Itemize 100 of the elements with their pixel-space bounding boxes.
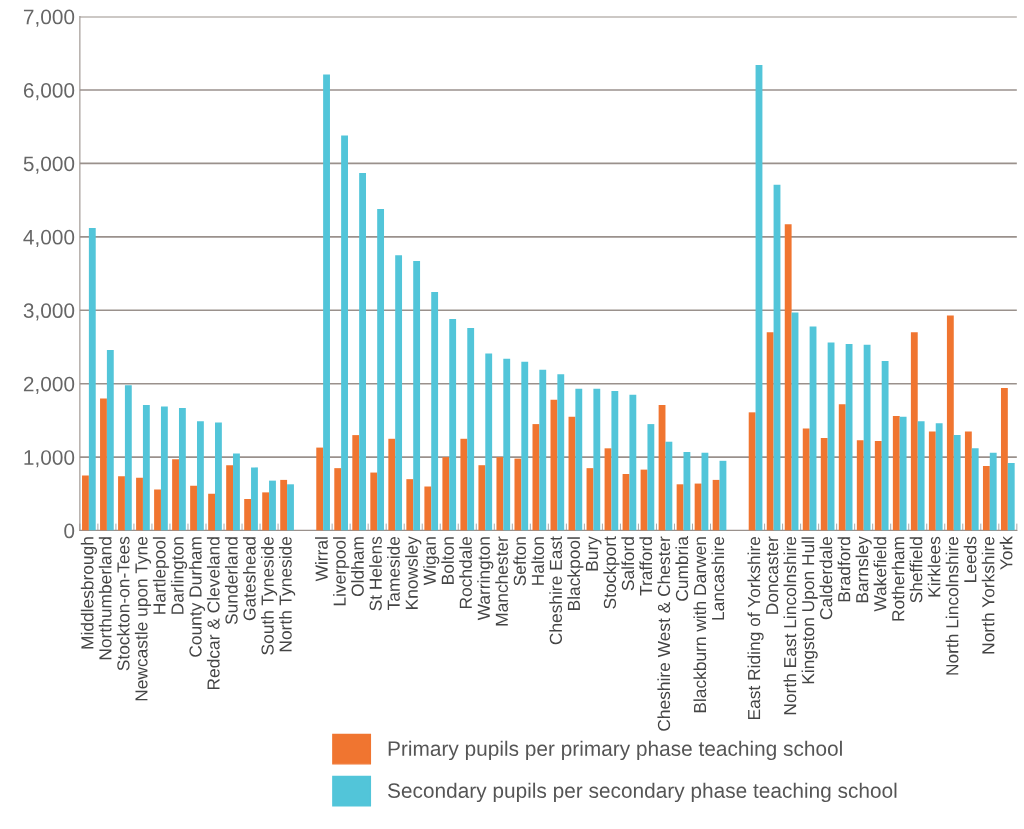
x-tick-label: North East Lincolnshire: [783, 536, 797, 715]
x-tick-label: Knowsley: [405, 536, 422, 609]
y-tick-label: 6,000: [23, 83, 75, 101]
x-tick-label: Doncaster: [766, 536, 779, 614]
bar: [820, 438, 828, 531]
bar: [215, 422, 222, 531]
x-tick-label: North Tyneside: [278, 536, 296, 652]
x-tick-label: York: [999, 536, 1013, 570]
bar: [323, 74, 330, 531]
x-tick-label: Wirral: [315, 537, 328, 582]
bar: [136, 477, 143, 531]
x-tick-label: Hartlepool: [152, 537, 170, 614]
bar: [539, 369, 547, 531]
bar: [334, 468, 342, 531]
bar: [142, 405, 150, 531]
bar: [178, 407, 186, 531]
x-tick-label: Kingston Upon Hull: [801, 537, 818, 684]
bar: [280, 479, 288, 531]
bar: [190, 485, 197, 531]
bar: [766, 332, 774, 531]
bar: [784, 224, 792, 531]
x-tick-label: Gateshead: [242, 537, 256, 621]
bar: [557, 374, 565, 531]
x-tick-label: Newcastle upon Tyne: [134, 536, 152, 701]
x-tick-label: Salford: [621, 537, 635, 591]
x-tick-label: Bolton: [441, 537, 454, 584]
bar: [748, 412, 756, 531]
y-tick-label: 7,000: [23, 9, 75, 27]
bar: [244, 498, 252, 531]
bar: [431, 291, 439, 531]
x-tick-label: Middlesbrough: [80, 537, 97, 649]
bar: [503, 358, 511, 531]
bar: [208, 493, 216, 531]
bar: [316, 447, 324, 531]
bar: [424, 486, 432, 531]
bar: [442, 457, 450, 531]
bar: [971, 448, 979, 531]
x-tick-label: Northumberland: [98, 537, 112, 660]
x-tick-label: Stockport: [603, 536, 620, 609]
bar: [478, 465, 486, 531]
bar: [856, 440, 864, 531]
x-tick-label: Rochdale: [459, 536, 472, 609]
bar: [1000, 388, 1008, 531]
bar: [160, 406, 168, 531]
x-tick-label: Barnsley: [855, 536, 872, 603]
bar: [1007, 463, 1015, 531]
bar: [460, 438, 468, 531]
bar: [910, 332, 918, 531]
x-tick-label: Oldham: [351, 537, 364, 597]
bar: [683, 451, 691, 531]
bar: [629, 394, 637, 531]
bar: [262, 492, 270, 531]
bar: [928, 431, 936, 531]
legend-label: Primary pupils per primary phase teaching school: [388, 740, 842, 761]
y-tick-label: 2,000: [23, 376, 75, 394]
bar: [946, 315, 954, 531]
bar: [964, 431, 972, 531]
x-tick-label: Trafford: [639, 537, 653, 596]
bar: [406, 479, 414, 531]
bar: [881, 360, 889, 531]
bar: [665, 441, 673, 531]
x-tick-label: North Lincolnshire: [945, 536, 959, 675]
x-tick-label: Rotherham: [891, 537, 905, 621]
bar: [467, 327, 475, 531]
bar: [154, 489, 161, 531]
bar: [388, 438, 396, 531]
bar: [352, 435, 360, 531]
bar: [172, 459, 179, 531]
bar: [935, 423, 943, 531]
x-tick-label: Kirklees: [927, 536, 941, 597]
x-tick-label: Warrington: [477, 537, 494, 621]
x-tick-label: County Durham: [188, 537, 206, 657]
bar: [287, 484, 294, 531]
bar: [124, 385, 132, 531]
x-tick-label: Blackpool: [567, 537, 584, 610]
bar: [269, 480, 276, 531]
bar: [953, 435, 961, 531]
x-tick-label: South Tyneside: [260, 536, 278, 655]
bar: [196, 421, 204, 531]
legend-label: Secondary pupils per secondary phase teaching school: [387, 782, 897, 803]
x-tick-label: East Riding of Yorkshire: [747, 536, 764, 720]
x-tick-label: Liverpool: [333, 537, 350, 606]
bar: [532, 424, 540, 531]
bar: [989, 452, 997, 531]
bar: [899, 416, 907, 531]
x-tick-label: Blackburn with Darwen: [693, 537, 707, 713]
x-tick-label: Wakefield: [873, 537, 887, 612]
bar: [88, 228, 96, 531]
bar: [863, 344, 871, 531]
bar: [226, 465, 234, 531]
x-tick-label: North Yorkshire: [981, 536, 995, 654]
x-tick-label: Calderdale: [819, 536, 833, 620]
bar: [611, 391, 619, 531]
bar: [647, 424, 655, 531]
bar: [370, 472, 378, 531]
bar: [449, 319, 457, 531]
bar: [395, 255, 403, 531]
bar: [521, 361, 529, 531]
x-tick-label: Bury: [585, 536, 602, 571]
x-tick-label: Cumbria: [675, 536, 689, 601]
